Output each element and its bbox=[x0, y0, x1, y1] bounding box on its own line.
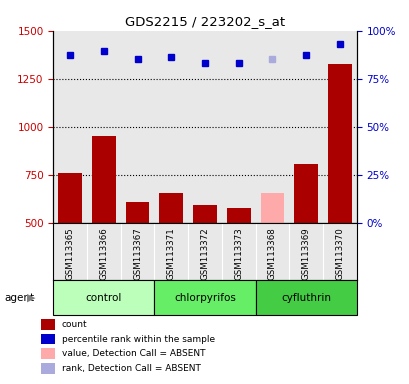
Text: percentile rank within the sample: percentile rank within the sample bbox=[61, 334, 214, 344]
Bar bbox=[92, 136, 115, 223]
Text: GSM113368: GSM113368 bbox=[267, 227, 276, 280]
Text: value, Detection Call = ABSENT: value, Detection Call = ABSENT bbox=[61, 349, 204, 358]
Text: ▶: ▶ bbox=[27, 293, 35, 303]
Bar bbox=[255, 280, 356, 315]
Text: GSM113373: GSM113373 bbox=[234, 227, 243, 280]
Text: GSM113372: GSM113372 bbox=[200, 227, 209, 280]
Text: rank, Detection Call = ABSENT: rank, Detection Call = ABSENT bbox=[61, 364, 200, 373]
Bar bbox=[193, 205, 216, 223]
Text: cyfluthrin: cyfluthrin bbox=[281, 293, 330, 303]
Text: chlorpyrifos: chlorpyrifos bbox=[174, 293, 235, 303]
Bar bbox=[126, 202, 149, 223]
Bar bbox=[294, 164, 317, 223]
Text: agent: agent bbox=[4, 293, 34, 303]
Bar bbox=[260, 193, 283, 223]
Title: GDS2215 / 223202_s_at: GDS2215 / 223202_s_at bbox=[125, 15, 284, 28]
Bar bbox=[53, 280, 154, 315]
Text: GSM113370: GSM113370 bbox=[335, 227, 344, 280]
Text: GSM113367: GSM113367 bbox=[133, 227, 142, 280]
Text: GSM113371: GSM113371 bbox=[166, 227, 175, 280]
Text: control: control bbox=[85, 293, 122, 303]
Bar bbox=[58, 173, 82, 223]
Text: GSM113365: GSM113365 bbox=[65, 227, 74, 280]
Text: GSM113366: GSM113366 bbox=[99, 227, 108, 280]
Bar bbox=[159, 193, 183, 223]
Text: count: count bbox=[61, 320, 87, 329]
Bar bbox=[226, 208, 250, 223]
Bar bbox=[154, 280, 255, 315]
Bar bbox=[327, 65, 351, 223]
Text: GSM113369: GSM113369 bbox=[301, 227, 310, 280]
